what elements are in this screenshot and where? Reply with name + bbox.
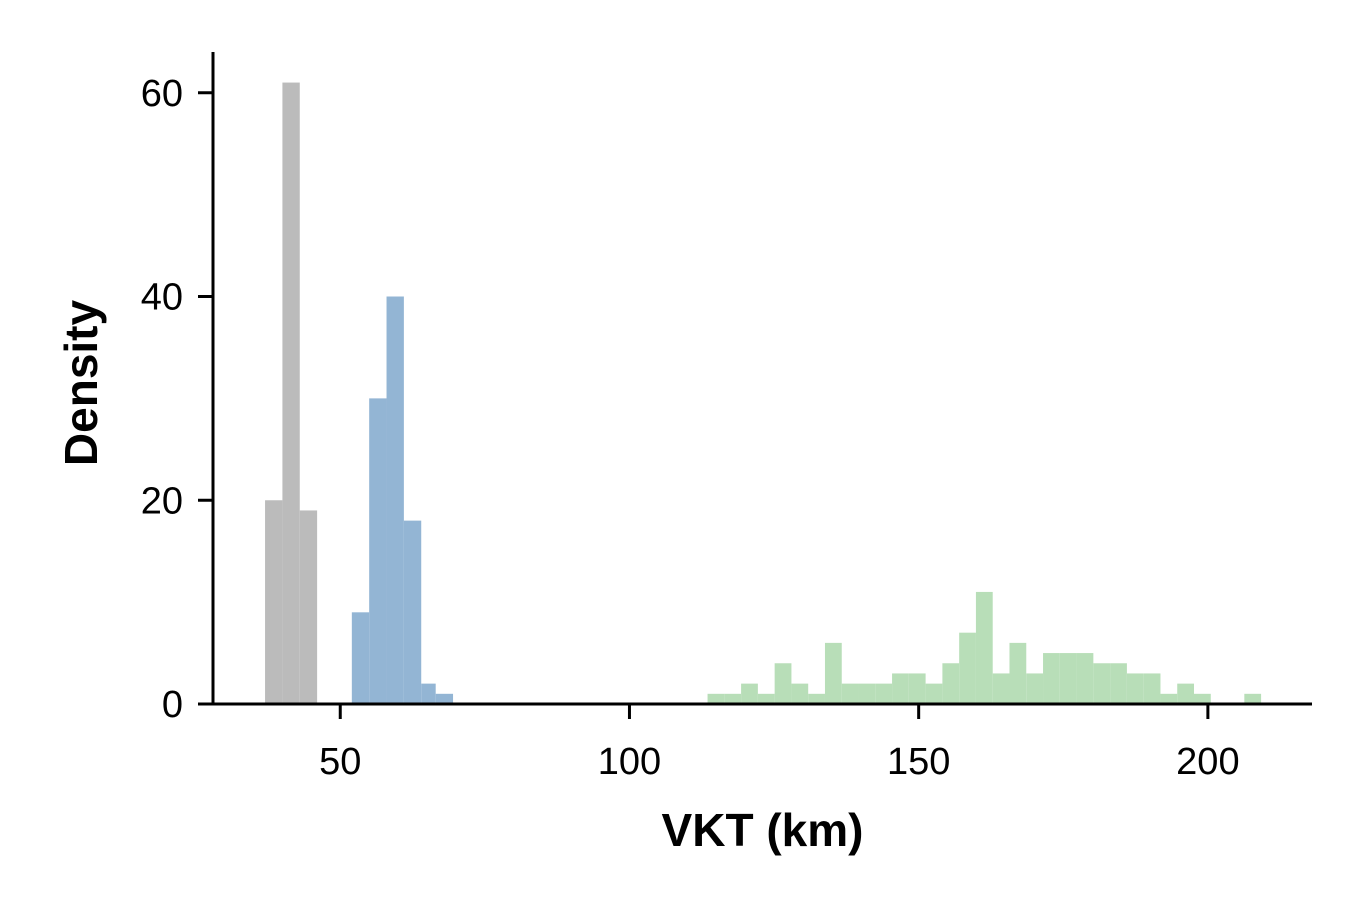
histogram-bar-series3-bin30: [1194, 693, 1211, 704]
histogram-bar-series1-bin2: [282, 82, 300, 704]
histogram-bar-series3-bin6: [791, 683, 809, 704]
histogram-bar-series3-bin19: [1009, 642, 1027, 704]
histogram-bar-series3-bin4: [757, 693, 775, 704]
histogram-bar-series3-bin20: [1026, 673, 1044, 704]
y-tick-label-20: 20: [141, 480, 183, 522]
histogram-bar-series3-bin12: [892, 673, 909, 704]
histogram-bar-series3-bin25: [1110, 663, 1127, 704]
histogram-bar-series2-bin3: [386, 296, 404, 704]
x-axis-ticks: 50 100 150 200: [319, 704, 1240, 783]
histogram-bar-series1-bin1: [265, 500, 283, 704]
y-axis-ticks: 0 20 40 60: [141, 73, 213, 726]
histogram-bar-series3-bin29: [1177, 683, 1195, 704]
histogram-bar-series3-bin10: [858, 683, 876, 704]
histogram-bar-series3-bin26: [1126, 673, 1144, 704]
histogram-bar-series3-bin11: [875, 683, 893, 704]
y-axis-title: Density: [55, 300, 107, 467]
histogram-bar-series3-bin15: [942, 663, 960, 704]
bars-layer: [265, 82, 1262, 704]
histogram-bar-series3-bin9: [841, 683, 859, 704]
y-tick-label-0: 0: [162, 684, 183, 726]
x-axis-title: VKT (km): [662, 804, 864, 856]
histogram-bar-series3-bin18: [992, 673, 1010, 704]
histogram-bar-series1-bin3: [299, 510, 318, 704]
histogram-bar-series2-bin6: [435, 693, 454, 704]
histogram-bar-series3-bin23: [1076, 653, 1094, 704]
histogram-bar-series3-bin3: [741, 683, 758, 704]
histogram-bar-series3-bin2: [724, 693, 742, 704]
histogram-bar-series3-bin13: [908, 673, 926, 704]
x-tick-label-200: 200: [1176, 741, 1239, 783]
histogram-bar-series2-bin5: [421, 683, 436, 704]
x-tick-label-100: 100: [598, 741, 661, 783]
histogram-bar-series3-bin17: [975, 591, 993, 704]
histogram-bar-series3-bin33: [1244, 693, 1262, 704]
histogram-bar-series3-bin5: [774, 663, 792, 704]
x-tick-label-150: 150: [887, 741, 950, 783]
histogram-bar-series2-bin4: [403, 520, 422, 704]
histogram-bar-series3-bin14: [925, 683, 943, 704]
histogram-bar-series3-bin21: [1043, 653, 1060, 704]
histogram-bar-series3-bin8: [824, 642, 842, 704]
histogram-bar-series2-bin1: [351, 612, 370, 704]
histogram-bar-series3-bin27: [1143, 673, 1161, 704]
histogram-bar-series3-bin24: [1093, 663, 1111, 704]
histogram-bar-series3-bin22: [1059, 653, 1077, 704]
histogram-bar-series3-bin7: [808, 693, 825, 704]
y-tick-label-40: 40: [141, 277, 183, 319]
histogram-bar-series3-bin28: [1160, 693, 1178, 704]
y-tick-label-60: 60: [141, 73, 183, 115]
x-tick-label-50: 50: [319, 741, 361, 783]
histogram-bar-series3-bin1: [707, 693, 725, 704]
histogram-bar-series3-bin16: [959, 632, 976, 704]
histogram-bar-series2-bin2: [369, 398, 387, 704]
